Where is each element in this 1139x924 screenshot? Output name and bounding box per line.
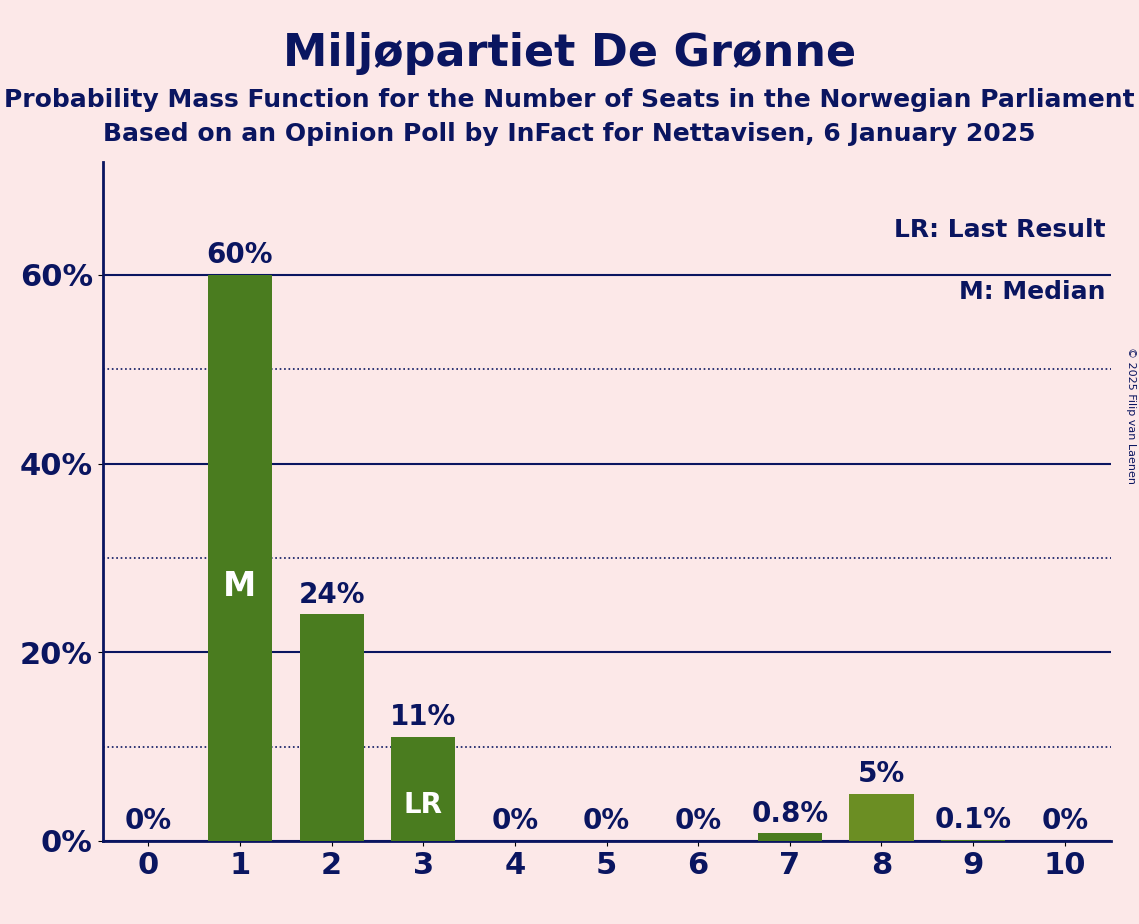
Text: 24%: 24% [298,581,364,609]
Bar [391,737,456,841]
Text: Probability Mass Function for the Number of Seats in the Norwegian Parliament: Probability Mass Function for the Number… [5,88,1134,112]
Text: 0%: 0% [125,808,172,835]
Text: 60%: 60% [206,241,273,269]
Text: Miljøpartiet De Grønne: Miljøpartiet De Grønne [282,32,857,76]
Text: M: Median: M: Median [959,280,1106,304]
Text: 0%: 0% [583,808,630,835]
Text: LR: LR [403,791,443,819]
Text: 11%: 11% [391,703,457,732]
Text: 0%: 0% [674,808,722,835]
Bar [941,840,1005,841]
Text: Based on an Opinion Poll by InFact for Nettavisen, 6 January 2025: Based on an Opinion Poll by InFact for N… [104,122,1035,146]
Bar [208,275,272,841]
Text: 5%: 5% [858,760,906,788]
Text: LR: Last Result: LR: Last Result [894,218,1106,242]
Text: © 2025 Filip van Laenen: © 2025 Filip van Laenen [1126,347,1136,484]
Bar [757,833,822,841]
Text: 0.8%: 0.8% [752,799,828,828]
Bar [850,794,913,841]
Bar [300,614,363,841]
Text: M: M [223,570,256,602]
Text: 0%: 0% [1041,808,1088,835]
Text: 0.1%: 0.1% [935,807,1011,834]
Text: 0%: 0% [491,808,539,835]
